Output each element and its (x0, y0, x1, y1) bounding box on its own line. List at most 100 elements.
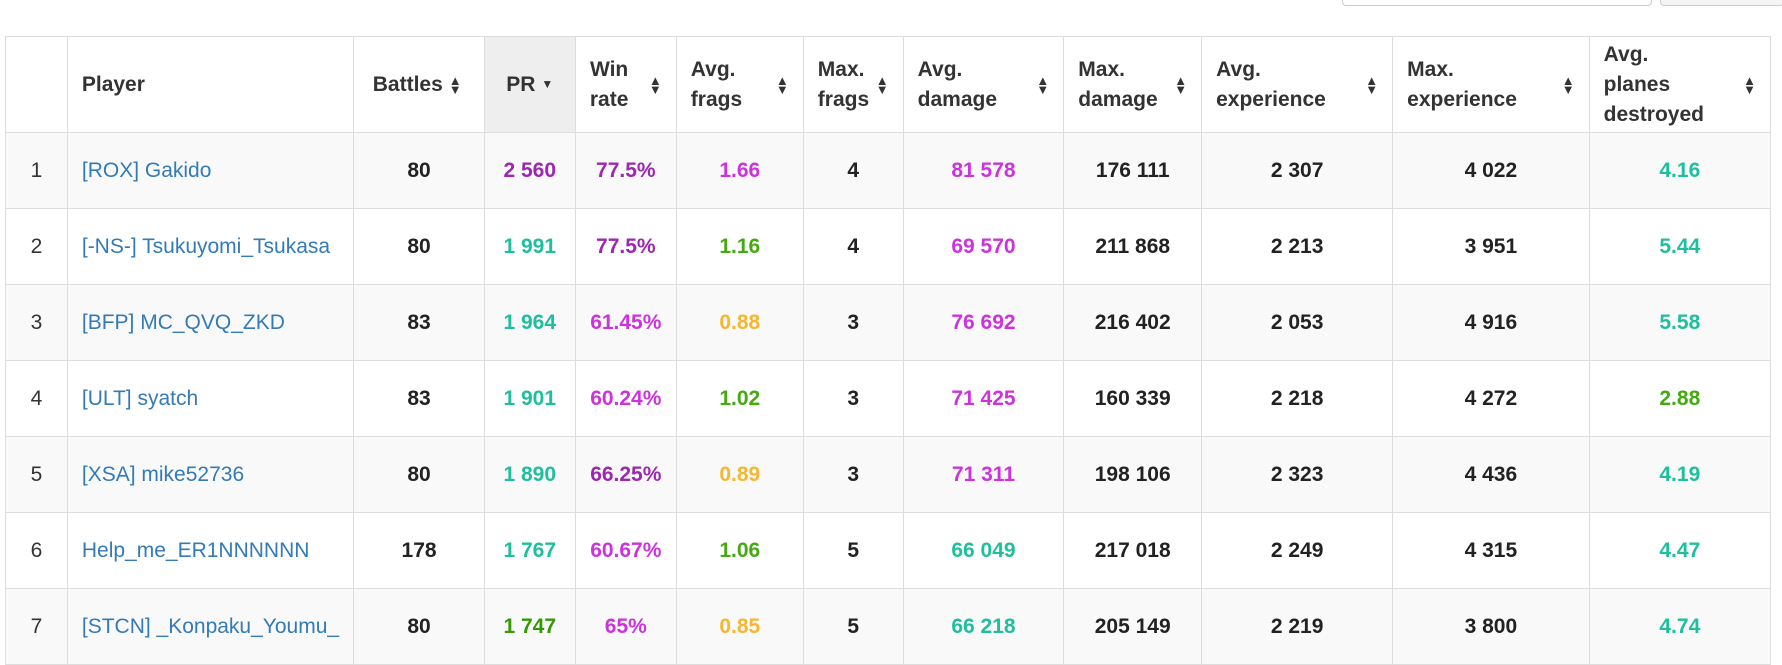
avg-planes-cell: 2.88 (1588, 360, 1772, 437)
avg-experience-cell: 2 323 (1201, 436, 1394, 513)
max-damage-cell: 176 111 (1063, 132, 1203, 209)
player-cell: Help_me_ER1NNNNNN (66, 512, 355, 589)
avg-damage-cell: 81 578 (902, 132, 1065, 209)
max-frags-cell: 4 (802, 132, 904, 209)
avg-frags-cell: 0.89 (675, 436, 804, 513)
sort-both-icon: ▲ ▼ (1036, 72, 1050, 97)
table-row: 5 [XSA] mike52736 80 1 890 66.25% 0.89 3 71 311… (5, 436, 1772, 513)
avg-experience-cell: 2 218 (1201, 360, 1394, 437)
max-experience-header[interactable]: Max. experience ▲ ▼ (1392, 36, 1590, 133)
avg-frags-cell: 1.06 (675, 512, 804, 589)
max-experience-cell: 4 272 (1392, 360, 1590, 437)
player-link[interactable]: [-NS-] Tsukuyomi_Tsukasa (81, 234, 331, 258)
player-cell: [-NS-] Tsukuyomi_Tsukasa (66, 208, 355, 285)
avg-frags-cell: 0.88 (675, 284, 804, 361)
avg-frags-cell: 0.85 (675, 588, 804, 665)
win-rate-cell: 77.5% (574, 208, 677, 285)
pr-cell: 1 747 (483, 588, 576, 665)
avg-experience-header[interactable]: Avg. experience ▲ ▼ (1201, 36, 1394, 133)
battles-cell: 80 (353, 132, 485, 209)
table-header-row: Player Battles ▲ ▼ PR ▼ Win rate ▲ ▼ (5, 36, 1772, 133)
avg-frags-cell: 1.02 (675, 360, 804, 437)
pr-header-label: PR (506, 72, 536, 96)
avg-planes-cell: 4.47 (1588, 512, 1772, 589)
win-rate-cell: 60.24% (574, 360, 677, 437)
table-row: 7 [STCN] _Konpaku_Youmu_ 80 1 747 65% 0.85 5 66… (5, 588, 1772, 665)
avg-damage-cell: 71 425 (902, 360, 1065, 437)
battles-cell: 83 (353, 284, 485, 361)
player-link[interactable]: [BFP] MC_QVQ_ZKD (81, 310, 285, 334)
player-link[interactable]: [XSA] mike52736 (81, 462, 245, 486)
battles-header-label: Battles (372, 72, 443, 96)
win-rate-header[interactable]: Win rate ▲ ▼ (574, 36, 677, 133)
max-experience-cell: 4 315 (1392, 512, 1590, 589)
win-rate-cell: 61.45% (574, 284, 677, 361)
max-experience-cell: 4 436 (1392, 436, 1590, 513)
max-frags-cell: 3 (802, 284, 904, 361)
max-damage-cell: 211 868 (1063, 208, 1203, 285)
player-link[interactable]: Help_me_ER1NNNNNN (81, 538, 310, 562)
rank-cell: 4 (5, 360, 68, 437)
avg-damage-header[interactable]: Avg. damage ▲ ▼ (902, 36, 1065, 133)
pr-cell: 2 560 (483, 132, 576, 209)
avg-damage-cell: 66 049 (902, 512, 1065, 589)
rank-cell: 1 (5, 132, 68, 209)
max-damage-cell: 217 018 (1063, 512, 1203, 589)
player-cell: [STCN] _Konpaku_Youmu_ (66, 588, 355, 665)
win-rate-cell: 60.67% (574, 512, 677, 589)
rank-cell: 5 (5, 436, 68, 513)
avg-damage-cell: 71 311 (902, 436, 1065, 513)
max-damage-cell: 205 149 (1063, 588, 1203, 665)
max-frags-cell: 5 (802, 588, 904, 665)
player-cell: [ROX] Gakido (66, 132, 355, 209)
avg-planes-cell: 4.19 (1588, 436, 1772, 513)
max-damage-header[interactable]: Max. damage ▲ ▼ (1063, 36, 1203, 133)
battles-cell: 80 (353, 208, 485, 285)
player-header[interactable]: Player (66, 36, 355, 133)
player-stats-table: Player Battles ▲ ▼ PR ▼ Win rate ▲ ▼ (5, 36, 1772, 665)
sort-both-icon: ▲ ▼ (775, 72, 789, 97)
search-input[interactable] (1342, 0, 1652, 6)
max-experience-cell: 4 916 (1392, 284, 1590, 361)
rank-cell: 3 (5, 284, 68, 361)
pr-header[interactable]: PR ▼ (483, 36, 576, 133)
sort-desc-icon: ▼ (541, 77, 554, 91)
rank-header (5, 36, 68, 133)
avg-planes-cell: 4.74 (1588, 588, 1772, 665)
table-row: 1 [ROX] Gakido 80 2 560 77.5% 1.66 4 81 578 176 … (5, 132, 1772, 209)
player-link[interactable]: [ROX] Gakido (81, 158, 212, 182)
pr-cell: 1 890 (483, 436, 576, 513)
player-link[interactable]: [ULT] syatch (81, 386, 199, 410)
max-damage-cell: 216 402 (1063, 284, 1203, 361)
avg-experience-cell: 2 213 (1201, 208, 1394, 285)
sort-both-icon: ▲ ▼ (1743, 72, 1756, 97)
player-link[interactable]: [STCN] _Konpaku_Youmu_ (81, 614, 340, 638)
search-button[interactable] (1660, 0, 1782, 6)
max-experience-cell: 3 800 (1392, 588, 1590, 665)
avg-planes-cell: 5.58 (1588, 284, 1772, 361)
max-damage-cell: 160 339 (1063, 360, 1203, 437)
avg-planes-header[interactable]: Avg. planes destroyed ▲ ▼ (1588, 36, 1772, 133)
avg-damage-cell: 69 570 (902, 208, 1065, 285)
max-damage-cell: 198 106 (1063, 436, 1203, 513)
avg-experience-cell: 2 053 (1201, 284, 1394, 361)
battles-cell: 83 (353, 360, 485, 437)
avg-frags-cell: 1.66 (675, 132, 804, 209)
avg-frags-header[interactable]: Avg. frags ▲ ▼ (675, 36, 804, 133)
avg-planes-cell: 5.44 (1588, 208, 1772, 285)
win-rate-cell: 77.5% (574, 132, 677, 209)
sort-both-icon: ▲ ▼ (1365, 72, 1379, 97)
table-body: 1 [ROX] Gakido 80 2 560 77.5% 1.66 4 81 578 176 … (5, 132, 1772, 665)
avg-experience-cell: 2 249 (1201, 512, 1394, 589)
table-row: 2 [-NS-] Tsukuyomi_Tsukasa 80 1 991 77.5% 1.1… (5, 208, 1772, 285)
table-row: 4 [ULT] syatch 83 1 901 60.24% 1.02 3 71 425 160… (5, 360, 1772, 437)
rank-cell: 7 (5, 588, 68, 665)
battles-header[interactable]: Battles ▲ ▼ (353, 36, 485, 133)
pr-cell: 1 991 (483, 208, 576, 285)
sort-both-icon: ▲ ▼ (648, 72, 662, 97)
max-frags-header[interactable]: Max. frags ▲ ▼ (802, 36, 904, 133)
sort-both-icon: ▲ ▼ (1561, 72, 1575, 97)
player-cell: [XSA] mike52736 (66, 436, 355, 513)
rank-cell: 6 (5, 512, 68, 589)
sort-both-icon: ▲ ▼ (1174, 72, 1188, 97)
